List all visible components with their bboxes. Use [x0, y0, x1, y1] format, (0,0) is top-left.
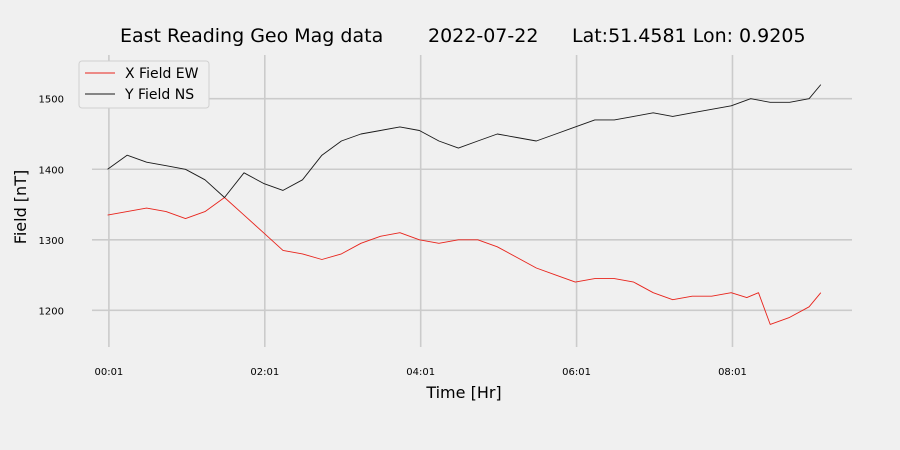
chart-title-station: East Reading Geo Mag data	[120, 25, 383, 47]
x-axis-label: Time [Hr]	[425, 383, 501, 402]
legend-label-y-field: Y Field NS	[124, 87, 194, 103]
x-tick-label: 02:01	[250, 367, 279, 378]
legend: X Field EW Y Field NS	[78, 60, 210, 109]
legend-label-x-field: X Field EW	[125, 66, 199, 82]
x-tick-label: 00:01	[94, 367, 123, 378]
series-line-y-field	[107, 84, 822, 198]
chart-title-location: Lat:51.4581 Lon: 0.9205	[572, 25, 806, 47]
y-axis-ticks: 1200 1300 1400 1500	[39, 95, 64, 318]
series-lines	[107, 84, 822, 325]
x-axis-ticks: 00:01 02:01 04:01 06:01 08:01	[94, 367, 746, 378]
y-tick-label: 1200	[39, 306, 64, 317]
chart-title-date: 2022-07-22	[428, 25, 538, 47]
x-tick-label: 08:01	[718, 367, 747, 378]
y-tick-label: 1400	[39, 165, 64, 176]
y-tick-label: 1500	[39, 95, 64, 106]
chart-title: East Reading Geo Mag data 2022-07-22 Lat…	[120, 25, 806, 47]
x-tick-label: 06:01	[562, 367, 591, 378]
y-tick-label: 1300	[39, 236, 64, 247]
series-line-x-field	[107, 197, 822, 325]
y-axis-label: Field [nT]	[11, 170, 30, 244]
x-tick-label: 04:01	[406, 367, 435, 378]
